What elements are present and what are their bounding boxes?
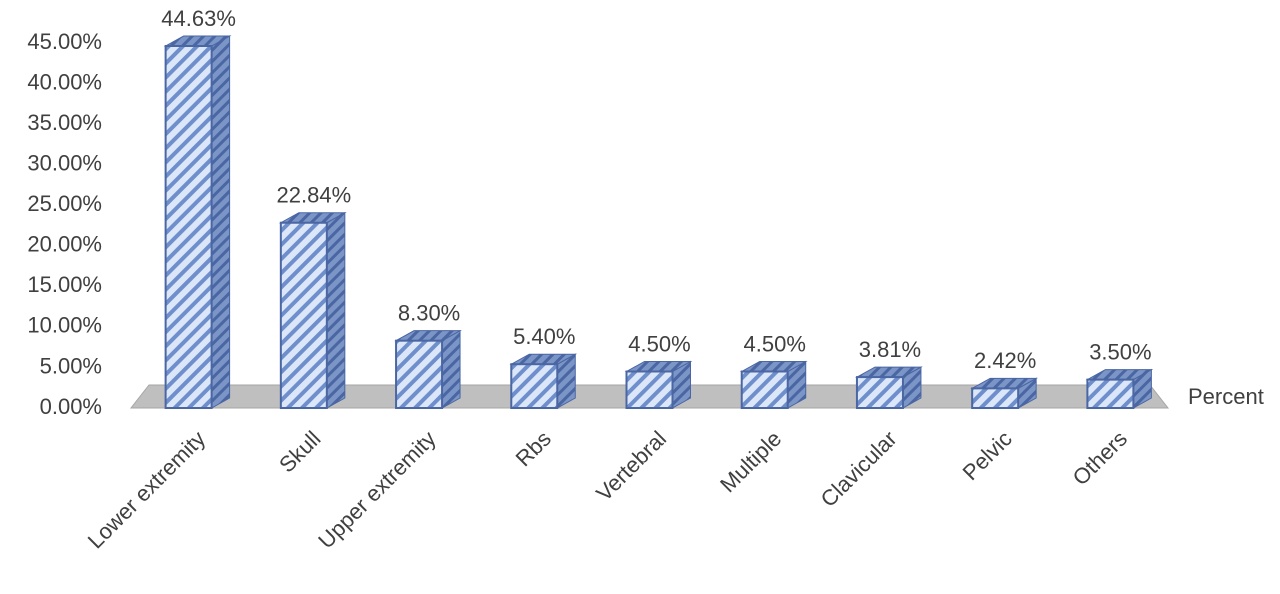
bar bbox=[395, 339, 444, 409]
y-tick-label: 45.00% bbox=[27, 29, 102, 54]
bar bbox=[971, 387, 1020, 410]
x-tick-label: Vertebral bbox=[591, 426, 671, 506]
x-tick-label: Clavicular bbox=[816, 426, 902, 512]
y-tick-label: 5.00% bbox=[40, 353, 102, 378]
value-label: 4.50% bbox=[744, 331, 806, 356]
y-tick-label: 15.00% bbox=[27, 272, 102, 297]
bar-side bbox=[211, 35, 231, 409]
bar-side bbox=[441, 329, 461, 409]
bar bbox=[740, 370, 789, 409]
y-tick-label: 0.00% bbox=[40, 394, 102, 419]
value-label: 2.42% bbox=[974, 348, 1036, 373]
bar-side bbox=[326, 211, 346, 409]
bar bbox=[1086, 378, 1135, 410]
value-label: 22.84% bbox=[277, 183, 352, 208]
bar bbox=[279, 221, 328, 409]
bar bbox=[855, 376, 904, 410]
x-tick-label: Skull bbox=[274, 426, 325, 477]
y-tick-label: 10.00% bbox=[27, 313, 102, 338]
x-tick-label: Upper extremity bbox=[313, 426, 440, 553]
y-tick-label: 40.00% bbox=[27, 69, 102, 94]
value-label: 3.50% bbox=[1089, 339, 1151, 364]
bar bbox=[510, 363, 559, 410]
x-tick-label: Others bbox=[1068, 426, 1132, 490]
legend-label: Percent bbox=[1188, 384, 1264, 409]
value-label: 4.50% bbox=[628, 331, 690, 356]
bar bbox=[164, 45, 213, 410]
x-tick-label: Lower extremity bbox=[83, 426, 210, 553]
value-label: 5.40% bbox=[513, 324, 575, 349]
bar bbox=[625, 370, 674, 409]
x-tick-label: Multiple bbox=[715, 426, 786, 497]
value-label: 44.63% bbox=[161, 6, 236, 31]
y-tick-label: 30.00% bbox=[27, 150, 102, 175]
value-label: 8.30% bbox=[398, 300, 460, 325]
value-label: 3.81% bbox=[859, 337, 921, 362]
y-tick-label: 20.00% bbox=[27, 232, 102, 257]
x-tick-label: Rbs bbox=[511, 426, 556, 471]
y-tick-label: 25.00% bbox=[27, 191, 102, 216]
x-tick-label: Pelvic bbox=[958, 426, 1017, 485]
y-tick-label: 35.00% bbox=[27, 110, 102, 135]
